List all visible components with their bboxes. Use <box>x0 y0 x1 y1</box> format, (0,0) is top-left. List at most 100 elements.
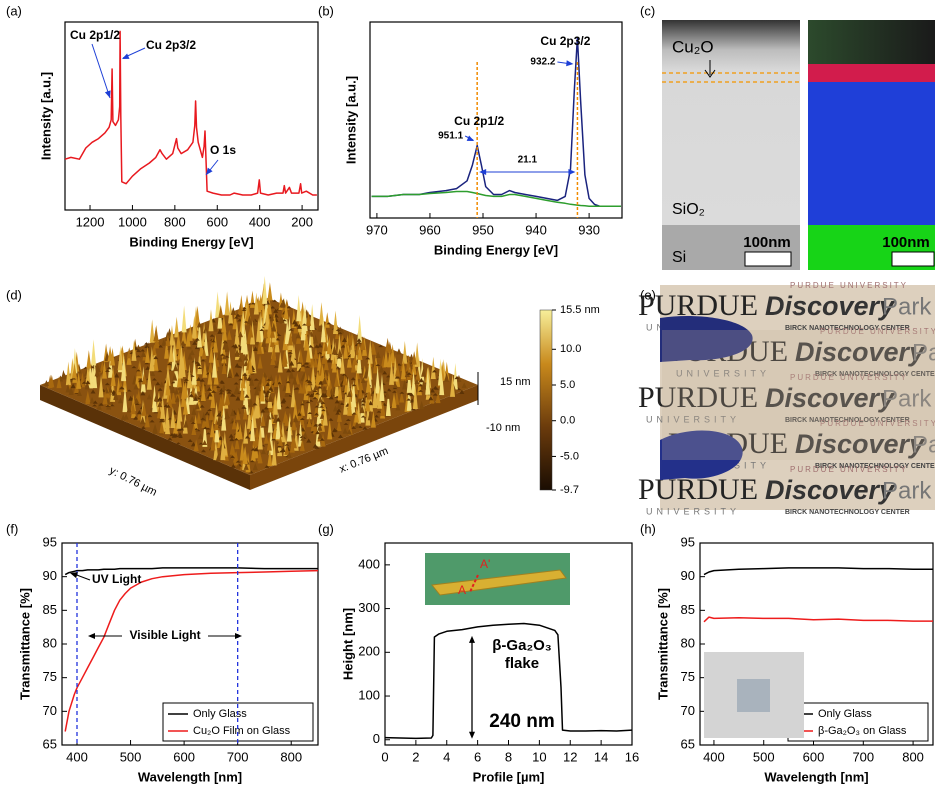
arrow-head <box>105 90 111 98</box>
y-tick-label: 95 <box>43 534 57 549</box>
y-axis-label: Height [nm] <box>340 608 355 680</box>
surface-peak <box>225 291 230 315</box>
colorbar-tick-label: 0.0 <box>560 415 575 427</box>
x-axis-label: Binding Energy [eV] <box>434 242 558 257</box>
y-tick-label: 90 <box>43 568 57 583</box>
panel-label: (a) <box>6 3 22 18</box>
tem-label: Si <box>672 249 686 266</box>
x-tick-label: 700 <box>852 749 874 764</box>
surface-peak <box>396 348 401 354</box>
legend-label: Cu₂O Film on Glass <box>193 725 291 737</box>
y-tick-label: 65 <box>681 736 695 751</box>
x-tick-label: 700 <box>227 749 249 764</box>
y-axis-label: Transmittance [%] <box>655 588 670 700</box>
x-tick-label: 12 <box>563 749 577 764</box>
sample <box>737 679 770 712</box>
peak-label: Cu 2p1/2 <box>70 28 120 42</box>
x-tick-label: 4 <box>443 749 450 764</box>
scale-bar-label: 100nm <box>743 234 791 251</box>
data-line <box>65 31 317 195</box>
data-line <box>704 617 933 622</box>
logo-text: Discovery <box>765 475 896 505</box>
data-line <box>372 192 621 207</box>
panel-label: (f) <box>6 521 18 536</box>
y-tick-label: 0 <box>373 731 380 746</box>
x-tick-label: 400 <box>703 749 725 764</box>
y-tick-label: 95 <box>681 534 695 549</box>
surface-peak <box>91 339 96 365</box>
x-tick-label: 14 <box>594 749 608 764</box>
surface-peak <box>296 295 301 321</box>
film <box>662 330 935 460</box>
x-tick-label: 1200 <box>76 214 105 229</box>
x-tick-label: 200 <box>291 214 313 229</box>
eds-cu-layer <box>808 64 935 82</box>
tem-label: SiO₂ <box>672 201 705 218</box>
peak-label: Cu 2p3/2 <box>540 34 590 48</box>
tem-panel: Cu₂O SiO₂ Si 100nm 100nm <box>662 20 935 270</box>
y-axis-label: Intensity [a.u.] <box>38 72 53 160</box>
x-tick-label: 500 <box>120 749 142 764</box>
arrow-head <box>469 636 475 643</box>
surface-peak <box>66 362 71 385</box>
x-tick-label: 800 <box>902 749 924 764</box>
y-tick-label: 300 <box>358 600 380 615</box>
x-tick-label: 1000 <box>118 214 147 229</box>
surface-peak <box>357 315 362 343</box>
logo-text: BIRCK NANOTECHNOLOGY CENTER <box>785 509 910 516</box>
tem-label: Cu₂O <box>672 37 714 56</box>
figure: (a) (b) (c) (d) (e) (f) (g) (h) Cu₂O SiO… <box>0 0 935 789</box>
colorbar <box>540 310 552 490</box>
flake-label: β-Ga₂O₃ <box>492 637 551 654</box>
panel-label: (c) <box>640 3 655 18</box>
logo-text: PURDUE UNIVERSITY <box>790 465 908 474</box>
arrow-head <box>122 54 130 60</box>
x-tick-label: 500 <box>753 749 775 764</box>
eds-o-layer <box>808 82 935 225</box>
x-tick-label: 600 <box>206 214 228 229</box>
surface-peak <box>182 306 187 333</box>
x-tick-label: 400 <box>66 749 88 764</box>
y-tick-label: 400 <box>358 556 380 571</box>
panel-label: (d) <box>6 287 22 302</box>
panel-label: (g) <box>318 521 334 536</box>
inset-label: A <box>458 583 466 597</box>
x-tick-label: 6 <box>474 749 481 764</box>
y-tick-label: 75 <box>43 669 57 684</box>
scale-bar <box>892 252 934 266</box>
peak-label: O 1s <box>210 143 236 157</box>
y-tick-label: 70 <box>43 703 57 718</box>
colorbar-tick-label: 10.0 <box>560 343 581 355</box>
peak-value: 932.2 <box>530 57 555 68</box>
scale-bar-label: 100nm <box>882 234 930 251</box>
scale-bar <box>745 252 791 266</box>
y-axis-label: Transmittance [%] <box>17 588 32 700</box>
x-tick-label: 16 <box>625 749 639 764</box>
logo-text: Park <box>882 293 932 320</box>
arrow-head <box>70 572 78 578</box>
peak-value: 951.1 <box>438 131 463 142</box>
arrow <box>92 44 110 98</box>
arrow-head <box>566 60 573 66</box>
arrow-head <box>467 136 475 142</box>
x-tick-label: 600 <box>803 749 825 764</box>
arrow-head <box>235 633 242 639</box>
y-tick-label: 80 <box>43 635 57 650</box>
y-tick-label: 80 <box>681 635 695 650</box>
data-line <box>704 568 933 575</box>
x-tick-label: 0 <box>381 749 388 764</box>
legend-label: Only Glass <box>818 708 872 720</box>
surface-peak <box>250 291 255 308</box>
x-axis-label: Wavelength [nm] <box>138 769 242 784</box>
x-tick-label: 800 <box>280 749 302 764</box>
y-tick-label: 85 <box>43 602 57 617</box>
splitting-label: 21.1 <box>518 155 538 166</box>
x-axis-label: Wavelength [nm] <box>764 769 868 784</box>
logo-text: Discovery <box>765 291 896 321</box>
legend-label: Only Glass <box>193 708 247 720</box>
colorbar-tick-label: -9.7 <box>560 484 579 496</box>
x-tick-label: 970 <box>366 222 388 237</box>
y-tick-label: 70 <box>681 703 695 718</box>
y-tick-label: 75 <box>681 669 695 684</box>
x-axis-label: Binding Energy [eV] <box>129 234 253 249</box>
